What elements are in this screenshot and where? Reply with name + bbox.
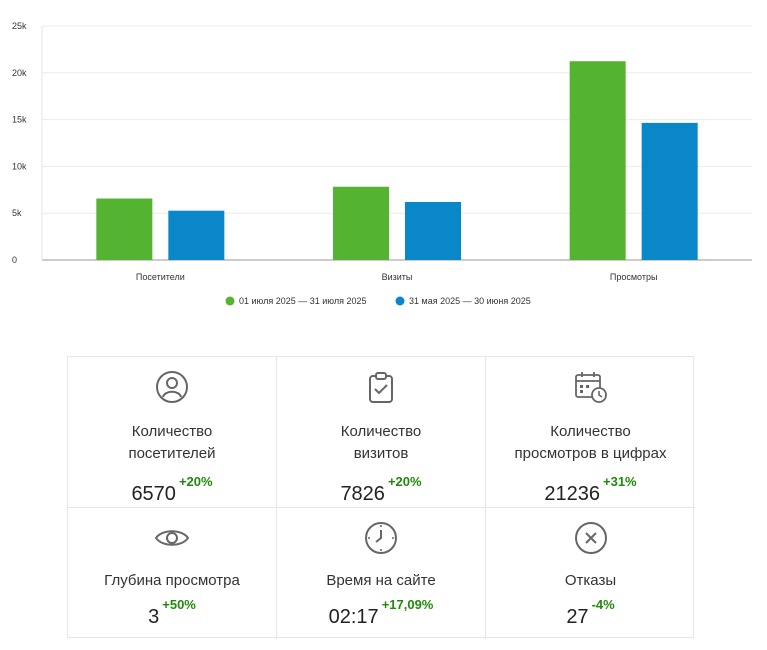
stat-value: 7826 [340, 483, 385, 505]
y-tick-label: 15k [12, 115, 27, 125]
y-tick-label: 20k [12, 68, 27, 78]
stat-delta: +50% [162, 597, 196, 612]
bar [333, 186, 389, 260]
legend-marker [225, 296, 235, 306]
stat-label: Отказы [564, 572, 617, 589]
stat-label: Глубина просмотра [104, 572, 240, 589]
stat-value: 6570 [131, 483, 176, 505]
bar [641, 122, 698, 260]
y-tick-label: 5k [12, 208, 22, 218]
legend-label: 01 июля 2025 — 31 июля 2025 [239, 296, 366, 306]
clipboard-check-icon [361, 367, 401, 407]
bar [569, 61, 626, 260]
stat-delta: +20% [387, 474, 422, 489]
y-tick-label: 10k [12, 161, 27, 171]
stat-visitors: Количество посетителей 6570 +20% [68, 357, 277, 508]
calendar-clock-icon [571, 367, 611, 407]
eye-icon [152, 518, 192, 558]
stat-value: 27 [566, 606, 589, 628]
y-tick-label: 0 [12, 255, 17, 265]
clock-icon [361, 518, 401, 558]
stat-delta: +31% [603, 474, 637, 489]
y-tick-label: 25k [12, 21, 27, 31]
category-label: Просмотры [610, 272, 658, 282]
category-label: Посетители [136, 272, 185, 282]
category-label: Визиты [382, 272, 413, 282]
close-circle-icon [571, 518, 611, 558]
stat-value: 21236 [544, 483, 600, 505]
bar [96, 198, 153, 260]
stat-bounces: Отказы 27 -4% [486, 508, 695, 639]
legend-label: 31 мая 2025 — 30 июня 2025 [409, 296, 531, 306]
bar [405, 201, 461, 260]
stat-depth: Глубина просмотра 3 +50% [68, 508, 277, 639]
stat-delta: -4% [591, 597, 615, 612]
legend-marker [395, 296, 405, 306]
stat-value: 3 [148, 606, 160, 628]
stat-visits: Количество визитов 7826 +20% [277, 357, 486, 508]
stat-delta: +20% [178, 474, 213, 489]
stat-label: Количество визитов [340, 423, 422, 462]
bar-chart: 0 5k 10k 15k 20k 25k Посетители Визиты Просмотры… [12, 21, 752, 306]
stat-value: 02:17 [328, 606, 379, 628]
stat-pageviews: Количество просмотров в цифрах 21236 +31% [486, 357, 695, 508]
stat-label: Время на сайте [326, 572, 436, 589]
stat-delta: +17,09% [381, 597, 434, 612]
stat-label: Количество просмотров в цифрах [514, 423, 667, 462]
bar [168, 210, 225, 260]
stat-time: Время на сайте 02:17 +17,09% [277, 508, 486, 639]
user-icon [152, 367, 192, 407]
stat-label: Количество посетителей [128, 423, 216, 462]
stats-grid: Количество посетителей 6570 +20% Количеств… [67, 356, 695, 639]
